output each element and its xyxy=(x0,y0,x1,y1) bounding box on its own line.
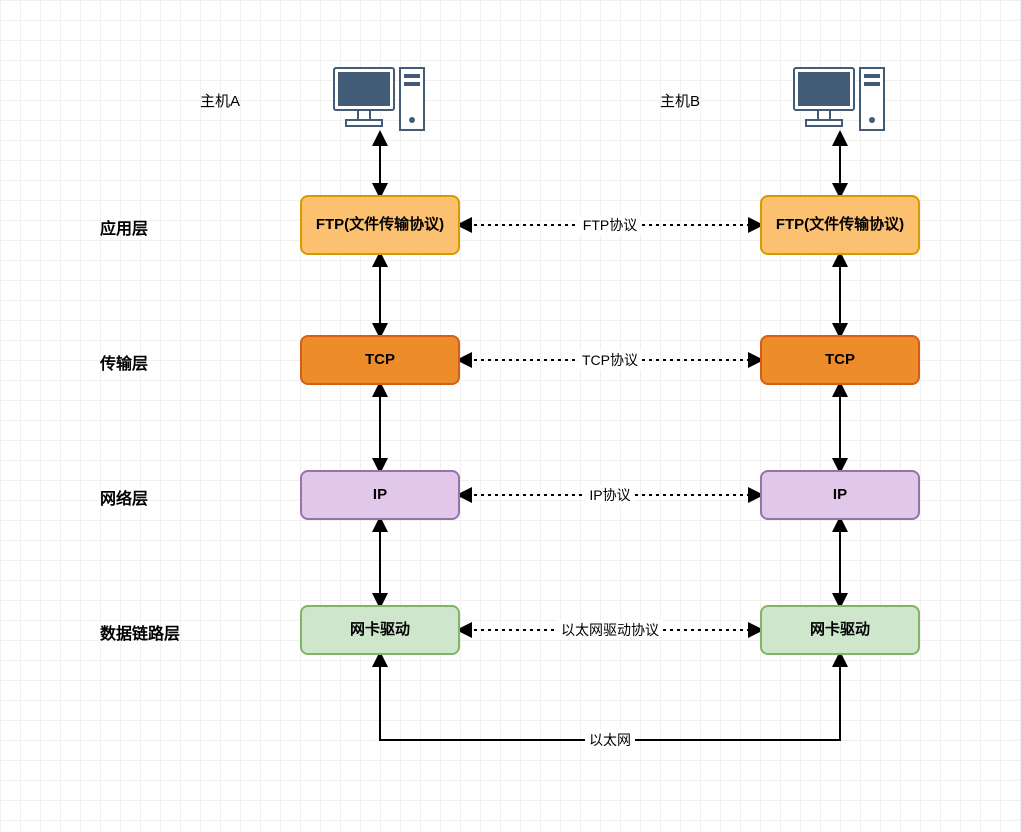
host-b-label: 主机B xyxy=(660,90,700,111)
ethernet-label: 以太网 xyxy=(585,730,635,750)
protocol-label-ethernet: 以太网驱动协议 xyxy=(557,620,663,640)
protocol-label-ip: IP协议 xyxy=(585,485,634,505)
host-a-label: 主机A xyxy=(200,90,240,111)
ip-box-a: IP xyxy=(300,470,460,520)
protocol-label-ftp: FTP协议 xyxy=(579,215,641,235)
nic-box-b: 网卡驱动 xyxy=(760,605,920,655)
ftp-box-b: FTP(文件传输协议) xyxy=(760,195,920,255)
diagram-stage: 主机A 主机B 应用层 传输层 网络层 数据链路层 FTP(文件传输协议) TC… xyxy=(0,0,1021,832)
tcp-box-a: TCP xyxy=(300,335,460,385)
host-b-computer-icon xyxy=(790,60,890,140)
ip-box-b: IP xyxy=(760,470,920,520)
layer-label-datalink: 数据链路层 xyxy=(100,620,180,644)
protocol-label-tcp: TCP协议 xyxy=(578,350,642,370)
host-a-computer-icon xyxy=(330,60,430,140)
nic-box-a: 网卡驱动 xyxy=(300,605,460,655)
layer-label-network: 网络层 xyxy=(100,485,148,509)
tcp-box-b: TCP xyxy=(760,335,920,385)
layer-label-transport: 传输层 xyxy=(100,350,148,374)
ftp-box-a: FTP(文件传输协议) xyxy=(300,195,460,255)
layer-label-application: 应用层 xyxy=(100,215,148,239)
